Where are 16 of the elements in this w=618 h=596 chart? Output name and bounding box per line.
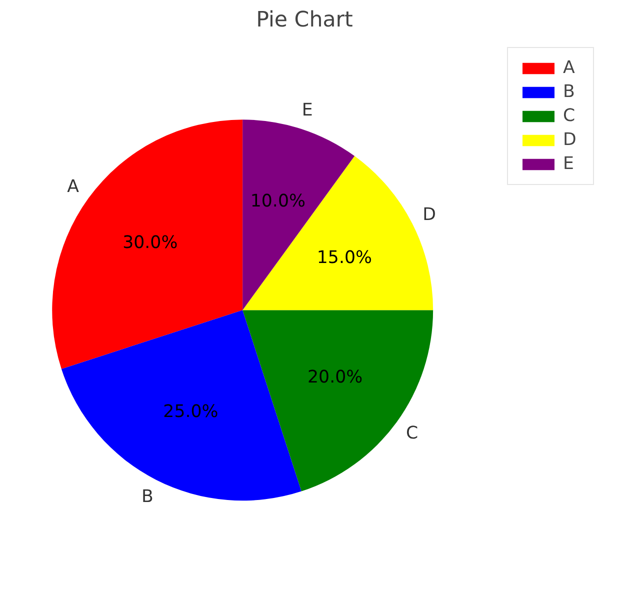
slice-label: A [67,176,80,197]
slice-label: D [422,204,436,225]
data-label: 10.0% [250,191,306,212]
data-label: 15.0% [316,248,372,268]
legend-label: E [563,154,575,174]
legend-label: C [563,106,576,126]
legend-label: D [563,130,578,150]
data-label: 30.0% [122,232,178,253]
chart-title: Pie Chart [256,8,353,32]
slice-label: E [302,100,313,121]
data-label: 25.0% [163,402,218,422]
slice-label: C [406,423,418,444]
slice-label: B [142,486,154,507]
data-label: 20.0% [308,367,363,388]
legend-label: B [563,82,576,102]
legend-label: A [563,58,576,78]
